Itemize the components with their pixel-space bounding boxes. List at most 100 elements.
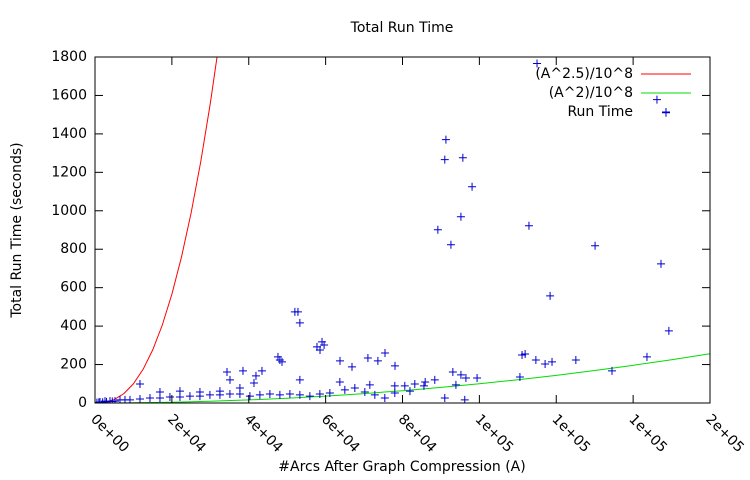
point xyxy=(546,291,555,300)
point xyxy=(340,385,349,394)
y-tick-label: 1600 xyxy=(51,87,87,103)
point xyxy=(390,389,399,398)
point xyxy=(451,380,460,389)
point xyxy=(145,394,154,403)
point xyxy=(370,390,379,399)
point xyxy=(135,379,144,388)
point xyxy=(363,354,372,363)
y-tick-label: 200 xyxy=(60,357,87,373)
point xyxy=(456,212,465,221)
chart-title: Total Run Time xyxy=(350,20,454,36)
point xyxy=(642,352,651,361)
point xyxy=(347,362,356,371)
x-tick-label: 4e+04 xyxy=(241,411,286,456)
y-tick-label: 1000 xyxy=(51,203,87,219)
point xyxy=(419,381,428,390)
point xyxy=(350,384,359,393)
point xyxy=(155,388,164,397)
point xyxy=(251,371,260,380)
point xyxy=(448,368,457,377)
point xyxy=(165,393,174,402)
point xyxy=(295,390,304,399)
point xyxy=(591,241,600,250)
point xyxy=(541,359,550,368)
point xyxy=(257,366,266,375)
point xyxy=(315,389,324,398)
y-tick-label: 1800 xyxy=(51,49,87,65)
point xyxy=(656,259,665,268)
point xyxy=(664,326,673,335)
point xyxy=(245,392,254,401)
point xyxy=(312,342,321,351)
point xyxy=(433,225,442,234)
y-tick-label: 400 xyxy=(60,318,87,334)
y-tick-label: 0 xyxy=(78,395,87,411)
point xyxy=(571,355,580,364)
point xyxy=(135,394,144,403)
x-tick-label: 2e+05 xyxy=(702,411,747,456)
point xyxy=(195,388,204,397)
y-tick-label: 800 xyxy=(60,241,87,257)
point xyxy=(336,356,345,365)
plot-area xyxy=(95,57,710,403)
point xyxy=(225,389,234,398)
legend-label: (A^2)/10^8 xyxy=(549,85,633,101)
point xyxy=(295,375,304,384)
curve xyxy=(95,57,218,403)
point xyxy=(405,387,414,396)
point xyxy=(295,318,304,327)
y-tick-label: 1400 xyxy=(51,126,87,142)
legend-label: (A^2.5)/10^8 xyxy=(535,66,633,82)
point xyxy=(456,370,465,379)
point xyxy=(335,378,344,387)
point xyxy=(458,153,467,162)
point xyxy=(185,392,194,401)
point xyxy=(238,366,247,375)
point xyxy=(235,384,244,393)
point xyxy=(440,394,449,403)
point xyxy=(285,389,294,398)
point xyxy=(410,379,419,388)
point xyxy=(518,350,527,359)
point xyxy=(255,390,264,399)
point xyxy=(249,379,258,388)
point xyxy=(461,374,470,383)
point xyxy=(225,375,234,384)
point xyxy=(391,361,400,370)
point xyxy=(320,340,329,349)
point xyxy=(446,240,455,249)
point xyxy=(265,389,274,398)
y-tick-label: 600 xyxy=(60,280,87,296)
x-tick-label: 8e+04 xyxy=(395,411,440,456)
x-tick-label: 1e+05 xyxy=(625,411,670,456)
x-tick-label: 2e+04 xyxy=(164,411,209,456)
point xyxy=(325,389,334,398)
point xyxy=(277,357,286,366)
point xyxy=(381,349,390,358)
point xyxy=(421,378,430,387)
point xyxy=(533,59,542,68)
point xyxy=(440,155,449,164)
point xyxy=(531,355,540,364)
point xyxy=(365,380,374,389)
point xyxy=(360,388,369,397)
y-axis-label: Total Run Time (seconds) xyxy=(9,142,25,318)
x-tick-label: 0e+00 xyxy=(87,411,132,456)
point xyxy=(380,394,389,403)
point xyxy=(548,357,557,366)
point xyxy=(305,392,314,401)
point xyxy=(430,375,439,384)
legend-label: Run Time xyxy=(567,104,633,120)
point xyxy=(515,373,524,382)
point xyxy=(441,135,450,144)
point xyxy=(400,381,409,390)
curve xyxy=(95,353,710,403)
point xyxy=(205,390,214,399)
point xyxy=(473,374,482,383)
point xyxy=(275,390,284,399)
point xyxy=(215,387,224,396)
x-tick-label: 6e+04 xyxy=(318,411,363,456)
legend-swatch xyxy=(662,108,670,116)
point xyxy=(108,397,117,403)
point xyxy=(652,95,661,104)
